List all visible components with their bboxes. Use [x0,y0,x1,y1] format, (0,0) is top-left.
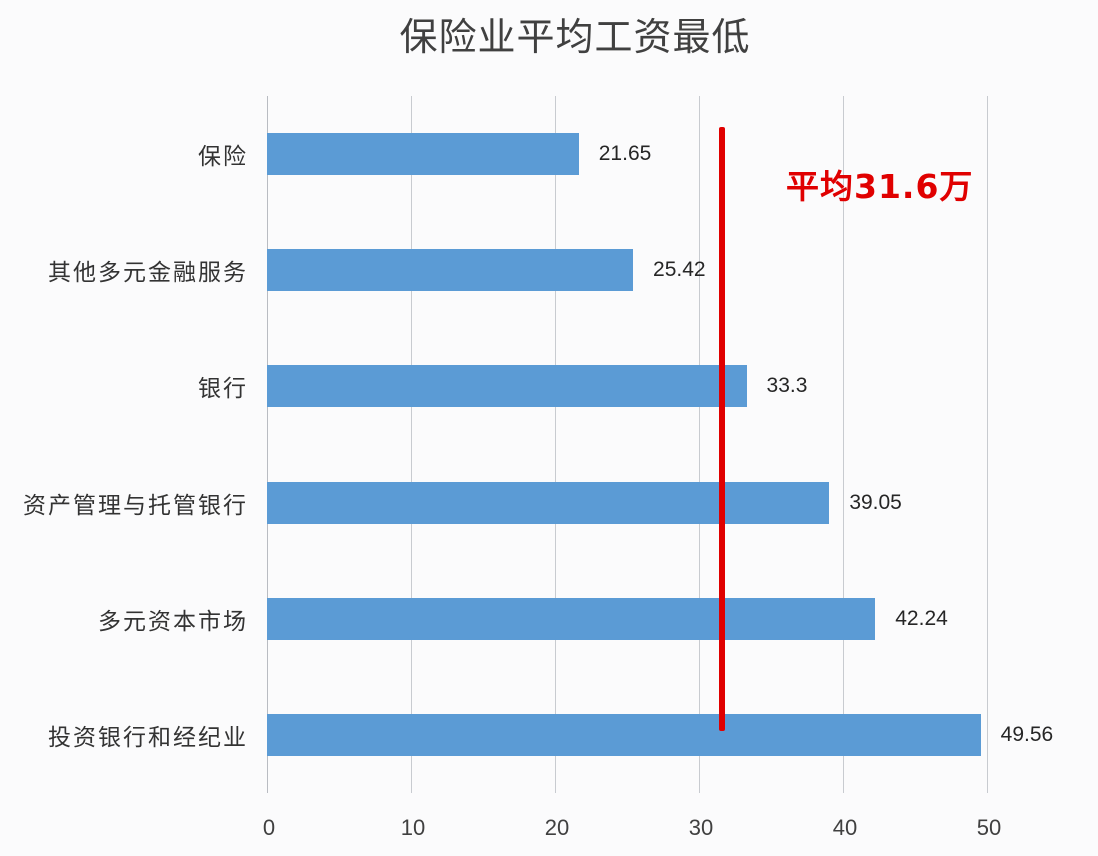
bar [267,714,981,756]
x-tick-label: 20 [544,815,570,840]
average-line [719,127,726,731]
data-label: 21.65 [598,142,652,165]
gridline [411,96,412,793]
category-label: 资产管理与托管银行 [23,493,248,519]
data-label: 42.24 [895,607,948,630]
bar [267,249,634,291]
category-label: 其他多元金融服务 [48,260,248,286]
gridline [699,96,700,793]
x-tick-label: 0 [262,815,276,840]
category-label: 多元资本市场 [98,609,248,635]
category-label: 投资银行和经纪业 [48,725,248,751]
bar [267,482,830,524]
gridline [987,96,988,793]
data-label: 49.56 [1000,723,1054,746]
gridline [555,96,556,793]
x-tick-label: 10 [400,815,426,840]
chart-title: 保险业平均工资最低 [399,15,751,59]
category-label: 银行 [198,376,248,402]
bar [267,365,747,407]
category-label: 保险 [198,144,248,170]
data-label: 33.3 [766,374,808,397]
data-label: 25.42 [653,258,706,281]
x-tick-label: 50 [976,815,1002,840]
data-label: 39.05 [849,491,902,514]
y-axis-line [267,96,268,793]
bar [267,133,579,175]
average-annotation-label: 平均31.6万 [786,167,974,206]
bar [267,598,876,640]
x-tick-label: 40 [832,815,858,840]
gridline [843,96,844,793]
x-tick-label: 30 [688,815,714,840]
